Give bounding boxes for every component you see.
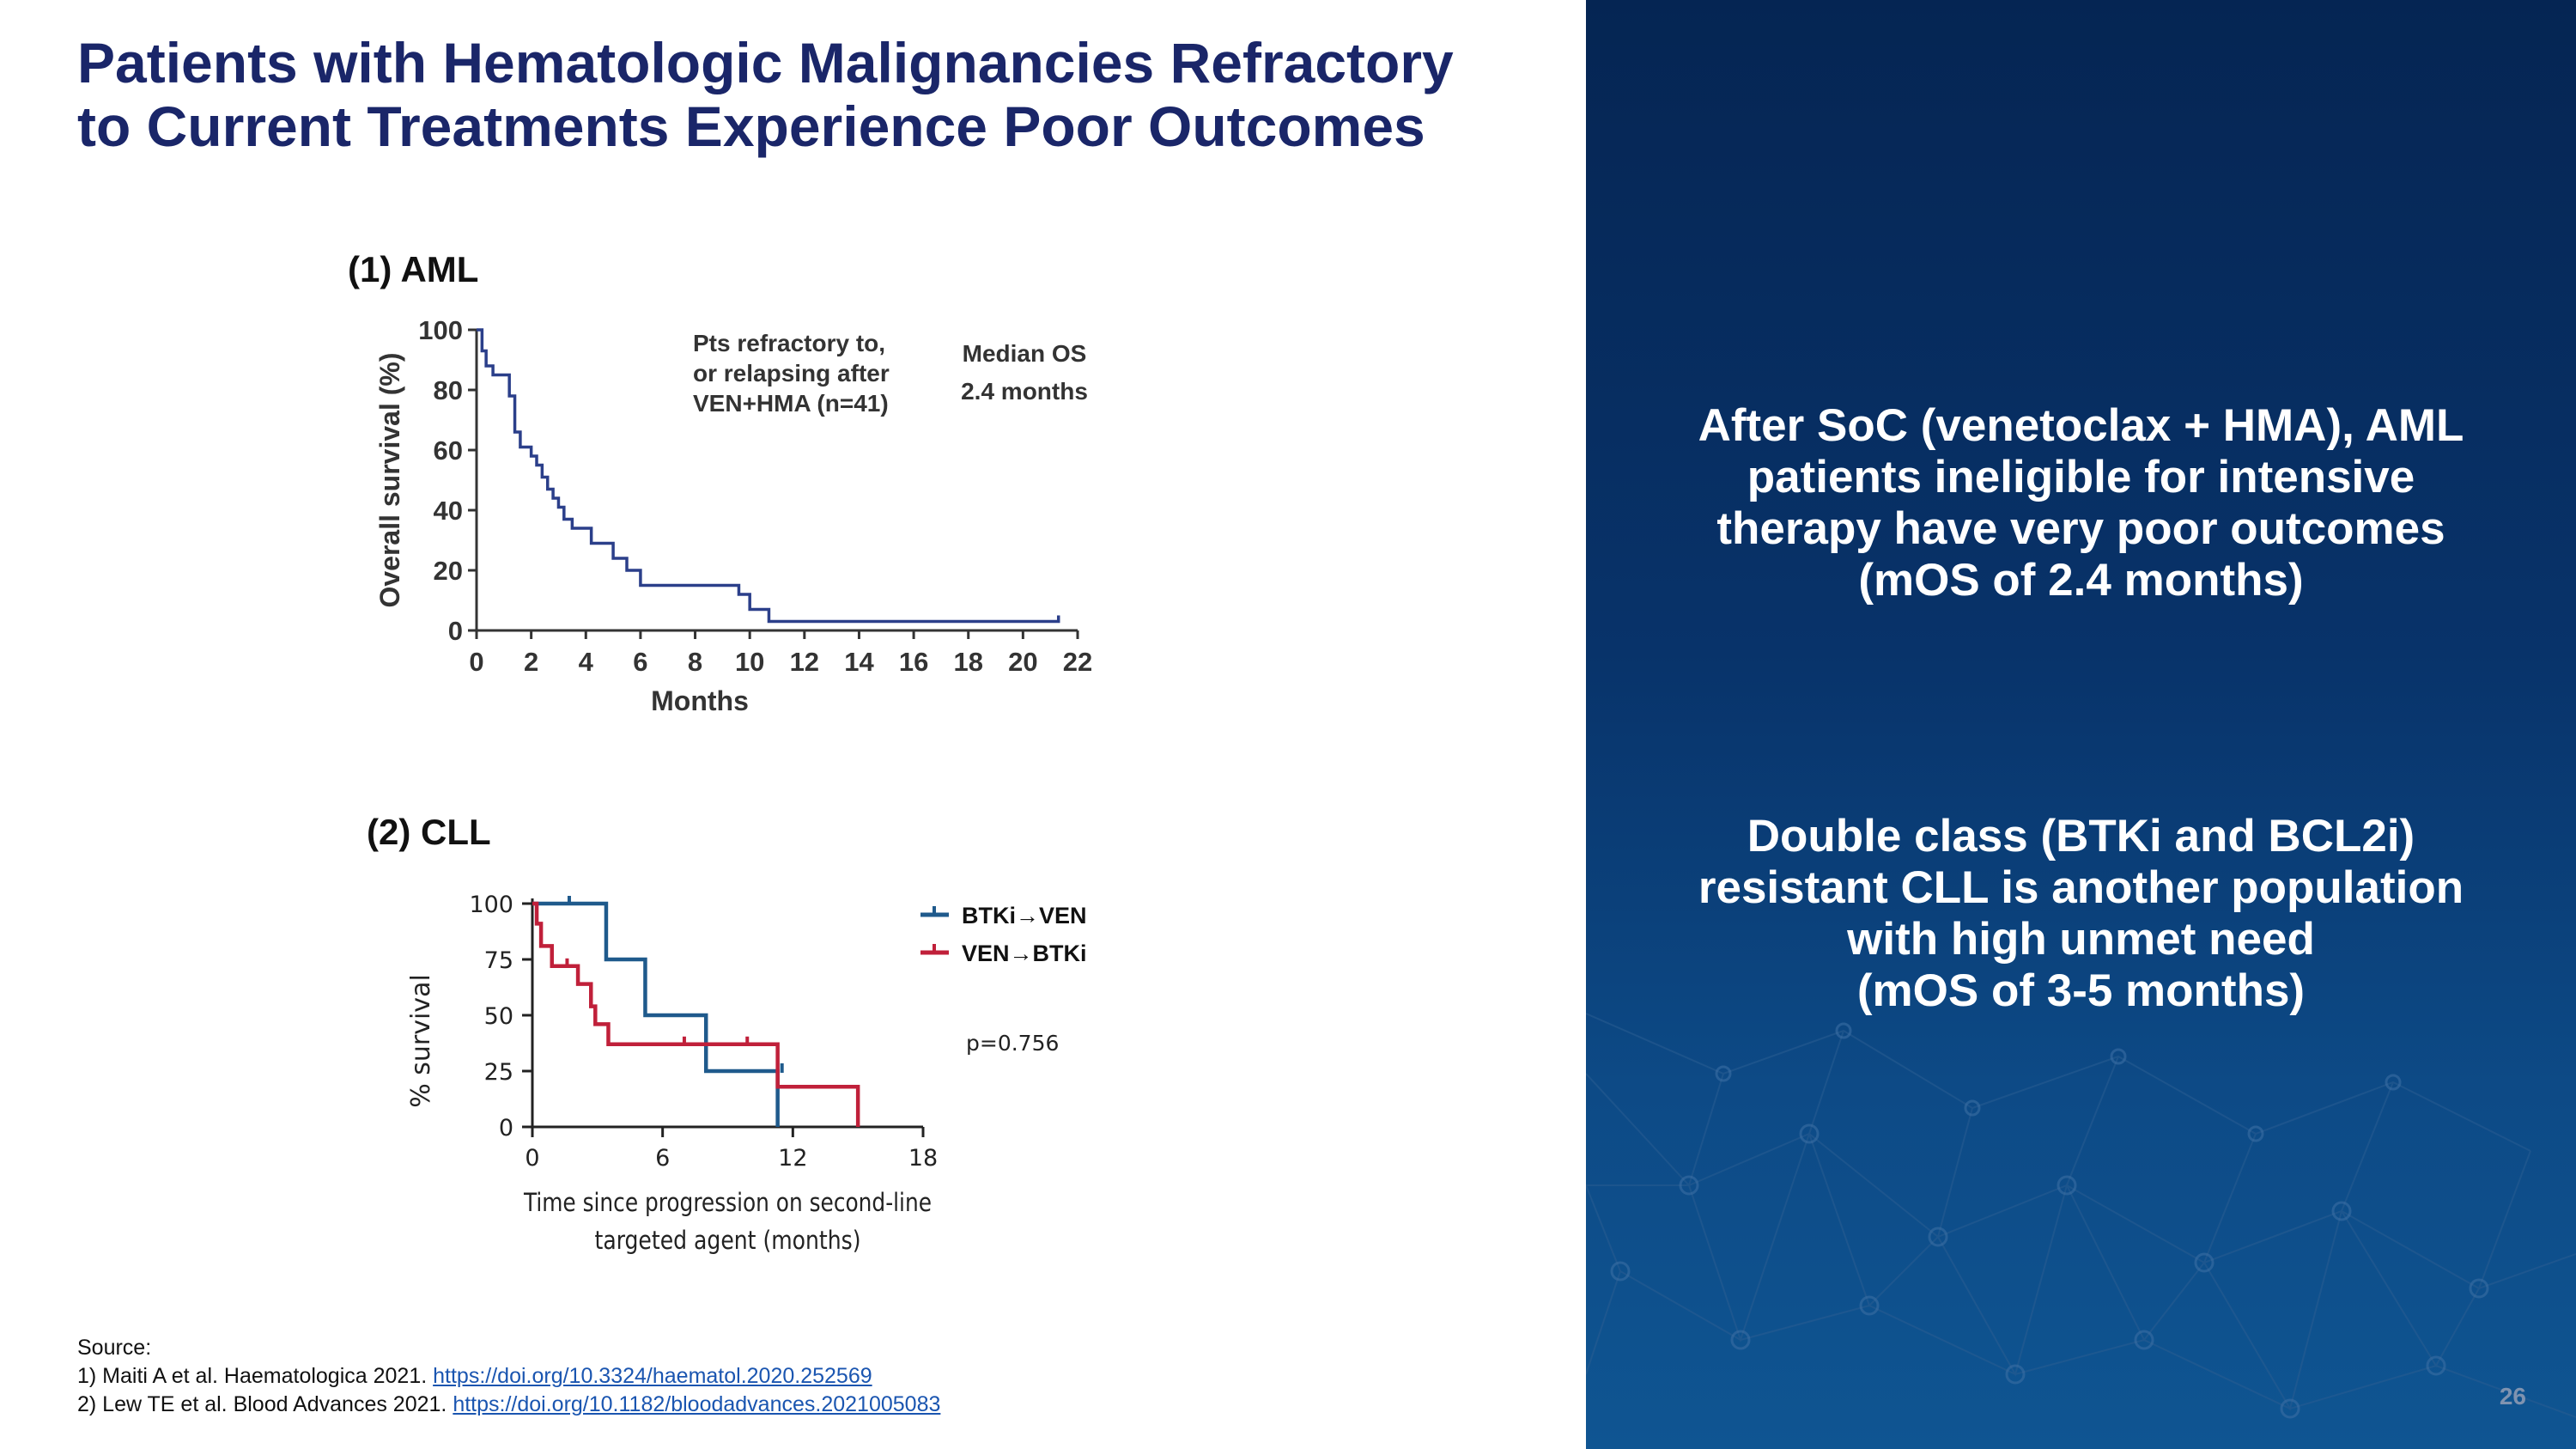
- cll-message-line: with high unmet need: [1847, 914, 2315, 965]
- cll-message-line: (mOS of 3-5 months): [1856, 965, 2306, 1016]
- network-background-graphic: [1586, 1013, 2576, 1419]
- legend-label: VEN→BTKi: [962, 941, 1087, 966]
- cll-survival-chart: 0 25 50 75 100 0 6 12 18 Time since progression o…: [406, 892, 1087, 1255]
- aml-message-line: (mOS of 2.4 months): [1858, 555, 2304, 606]
- aml-panel-label: (1) AML: [348, 249, 479, 289]
- cll-message-line: Double class (BTKi and BCL2i): [1747, 811, 2415, 861]
- y-tick-label: 0: [448, 616, 463, 646]
- aml-survival-curve: [477, 328, 1060, 624]
- cll-panel-label: (2) CLL: [367, 812, 491, 852]
- x-tick-label: 4: [579, 647, 594, 677]
- source-ref-2-text: 2) Lew TE et al. Blood Advances 2021.: [77, 1392, 453, 1416]
- x-tick-label: 12: [778, 1145, 807, 1172]
- x-tick-label: 18: [953, 647, 982, 677]
- x-tick-label: 16: [899, 647, 928, 677]
- source-ref-1: 1) Maiti A et al. Haematologica 2021. ht…: [77, 1362, 940, 1391]
- source-ref-1-link[interactable]: https://doi.org/10.3324/haematol.2020.25…: [433, 1364, 872, 1388]
- y-axis-title: % survival: [406, 974, 436, 1108]
- x-tick-label: 14: [844, 647, 874, 677]
- y-tick-label: 75: [484, 947, 513, 974]
- y-tick-label: 100: [469, 892, 513, 918]
- source-ref-1-text: 1) Maiti A et al. Haematologica 2021.: [77, 1364, 434, 1388]
- x-tick-label: 0: [525, 1145, 539, 1172]
- x-tick-label: 10: [735, 647, 764, 677]
- aml-survival-chart: 0 20 40 60 80 100 0 2 4 6 8 10 12 14 16 18 20 22 Months Ove…: [374, 315, 1092, 716]
- right-message-panel: After SoC (venetoclax + HMA), AML patien…: [1586, 0, 2576, 1449]
- x-tick-label: 22: [1063, 647, 1092, 677]
- x-tick-label: 8: [688, 647, 702, 677]
- x-tick-label: 2: [524, 647, 538, 677]
- p-value-annotation: p=0.756: [966, 1031, 1059, 1056]
- y-tick-label: 25: [484, 1059, 513, 1086]
- source-ref-2-link[interactable]: https://doi.org/10.1182/bloodadvances.20…: [453, 1392, 941, 1416]
- y-tick-label: 40: [434, 496, 463, 526]
- y-axis-title: Overall survival (%): [374, 352, 405, 607]
- y-tick-label: 20: [434, 556, 463, 586]
- slide-title-line1: Patients with Hematologic Malignancies R…: [77, 31, 1454, 94]
- y-tick-label: 100: [418, 315, 463, 345]
- x-tick-label: 6: [633, 647, 647, 677]
- aml-message-line: therapy have very poor outcomes: [1716, 503, 2445, 554]
- aml-annotation-line: VEN+HMA (n=41): [693, 390, 889, 417]
- source-notes: Source: 1) Maiti A et al. Haematologica …: [77, 1334, 940, 1419]
- aml-median-label: Median OS: [963, 340, 1087, 367]
- source-ref-2: 2) Lew TE et al. Blood Advances 2021. ht…: [77, 1391, 940, 1419]
- cll-survival-curve: [532, 901, 780, 1127]
- y-tick-label: 0: [499, 1115, 513, 1142]
- aml-median-value: 2.4 months: [961, 378, 1088, 405]
- aml-annotation-line: Pts refractory to,: [693, 330, 885, 356]
- x-axis-title-line: targeted agent (months): [595, 1226, 861, 1255]
- cll-outcome-message: Double class (BTKi and BCL2i) resistant …: [1586, 811, 2576, 1017]
- y-tick-label: 80: [434, 375, 463, 405]
- slide-title: Patients with Hematologic Malignancies R…: [77, 31, 1537, 158]
- x-tick-label: 0: [469, 647, 483, 677]
- x-tick-label: 18: [908, 1145, 938, 1172]
- legend-label: BTKi→VEN: [962, 903, 1087, 928]
- x-tick-label: 20: [1008, 647, 1037, 677]
- x-tick-label: 12: [790, 647, 819, 677]
- x-axis-title: Months: [651, 685, 749, 716]
- cll-message-line: resistant CLL is another population: [1698, 862, 2464, 913]
- y-tick-label: 50: [484, 1003, 513, 1030]
- aml-message-line: After SoC (venetoclax + HMA), AML: [1698, 400, 2464, 451]
- aml-outcome-message: After SoC (venetoclax + HMA), AML patien…: [1586, 400, 2576, 606]
- x-axis-title-line: Time since progression on second-line: [523, 1188, 932, 1217]
- x-tick-label: 6: [655, 1145, 670, 1172]
- cll-survival-curve: [532, 901, 860, 1127]
- y-tick-label: 60: [434, 435, 463, 466]
- aml-message-line: patients ineligible for intensive: [1747, 452, 2415, 502]
- slide-title-line2: to Current Treatments Experience Poor Ou…: [77, 94, 1425, 158]
- aml-annotation-line: or relapsing after: [693, 360, 890, 387]
- source-heading: Source:: [77, 1336, 152, 1360]
- page-number: 26: [2499, 1383, 2526, 1409]
